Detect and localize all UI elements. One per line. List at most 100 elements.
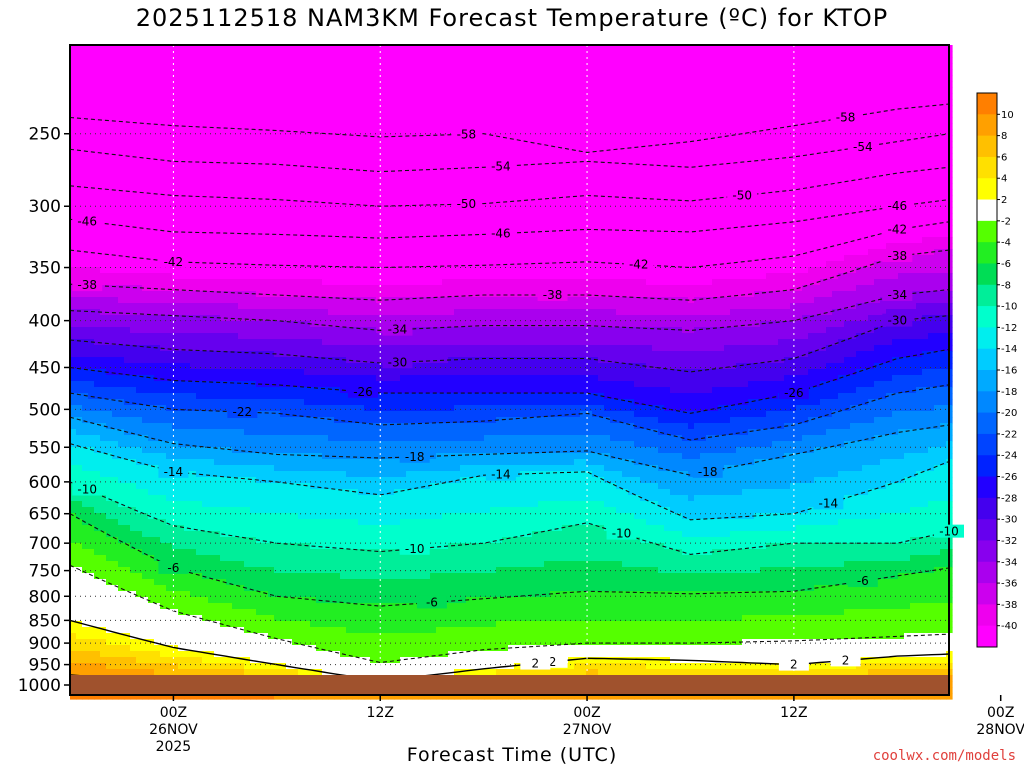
temperature-cell: [238, 51, 245, 58]
temperature-cell: [214, 615, 221, 622]
temperature-cell: [184, 633, 191, 640]
temperature-cell: [154, 321, 161, 328]
temperature-cell: [244, 219, 251, 226]
temperature-cell: [220, 207, 227, 214]
temperature-cell: [196, 495, 203, 502]
temperature-cell: [88, 105, 95, 112]
temperature-cell: [118, 183, 125, 190]
temperature-cell: [88, 309, 95, 316]
temperature-cell: [154, 633, 161, 640]
temperature-cell: [154, 453, 161, 460]
temperature-cell: [172, 141, 179, 148]
temperature-cell: [292, 627, 299, 634]
temperature-cell: [244, 129, 251, 136]
temperature-cell: [232, 159, 239, 166]
temperature-cell: [256, 75, 263, 82]
temperature-cell: [190, 63, 197, 70]
temperature-cell: [298, 153, 305, 160]
temperature-cell: [88, 381, 95, 388]
temperature-cell: [106, 639, 113, 646]
temperature-cell: [274, 207, 281, 214]
temperature-cell: [112, 147, 119, 154]
temperature-cell: [118, 129, 125, 136]
temperature-cell: [316, 111, 323, 118]
temperature-cell: [76, 195, 83, 202]
temperature-cell: [88, 375, 95, 382]
temperature-cell: [148, 261, 155, 268]
temperature-cell: [334, 603, 341, 610]
temperature-cell: [70, 393, 77, 400]
temperature-cell: [202, 549, 209, 556]
temperature-cell: [226, 63, 233, 70]
temperature-cell: [268, 171, 275, 178]
temperature-cell: [136, 207, 143, 214]
temperature-cell: [238, 111, 245, 118]
temperature-cell: [268, 507, 275, 514]
temperature-cell: [94, 93, 101, 100]
temperature-cell: [70, 315, 77, 322]
temperature-cell: [292, 345, 299, 352]
temperature-cell: [322, 93, 329, 100]
temperature-cell: [220, 297, 227, 304]
temperature-cell: [322, 471, 329, 478]
temperature-cell: [160, 417, 167, 424]
temperature-cell: [280, 111, 287, 118]
temperature-cell: [70, 495, 77, 502]
temperature-cell: [184, 321, 191, 328]
temperature-cell: [340, 189, 347, 196]
temperature-cell: [220, 351, 227, 358]
temperature-cell: [154, 609, 161, 616]
temperature-cell: [334, 153, 341, 160]
temperature-cell: [148, 285, 155, 292]
temperature-cell: [322, 483, 329, 490]
temperature-cell: [136, 87, 143, 94]
temperature-cell: [274, 573, 281, 580]
temperature-cell: [244, 267, 251, 274]
temperature-cell: [322, 387, 329, 394]
temperature-cell: [292, 615, 299, 622]
temperature-cell: [250, 93, 257, 100]
temperature-cell: [118, 651, 125, 658]
temperature-cell: [208, 609, 215, 616]
temperature-cell: [328, 309, 335, 316]
temperature-cell: [226, 231, 233, 238]
temperature-cell: [304, 555, 311, 562]
temperature-cell: [100, 309, 107, 316]
temperature-cell: [238, 639, 245, 646]
temperature-cell: [334, 513, 341, 520]
temperature-cell: [310, 645, 317, 652]
temperature-cell: [82, 477, 89, 484]
temperature-cell: [256, 561, 263, 568]
temperature-cell: [286, 141, 293, 148]
temperature-cell: [286, 651, 293, 658]
temperature-cell: [100, 273, 107, 280]
temperature-cell: [154, 381, 161, 388]
temperature-cell: [94, 537, 101, 544]
temperature-cell: [238, 495, 245, 502]
temperature-cell: [310, 669, 317, 676]
temperature-cell: [130, 531, 137, 538]
temperature-cell: [250, 375, 257, 382]
temperature-cell: [334, 51, 341, 58]
temperature-cell: [268, 279, 275, 286]
temperature-cell: [322, 405, 329, 412]
temperature-cell: [274, 81, 281, 88]
temperature-cell: [232, 309, 239, 316]
temperature-cell: [172, 201, 179, 208]
temperature-cell: [190, 633, 197, 640]
temperature-cell: [292, 363, 299, 370]
temperature-cell: [232, 489, 239, 496]
temperature-cell: [286, 423, 293, 430]
temperature-cell: [196, 105, 203, 112]
temperature-cell: [250, 321, 257, 328]
temperature-cell: [274, 507, 281, 514]
temperature-cell: [316, 657, 323, 664]
temperature-cell: [310, 459, 317, 466]
temperature-cell: [292, 453, 299, 460]
temperature-cell: [82, 417, 89, 424]
temperature-cell: [232, 429, 239, 436]
temperature-cell: [88, 255, 95, 262]
temperature-cell: [136, 519, 143, 526]
temperature-cell: [232, 201, 239, 208]
temperature-cell: [322, 177, 329, 184]
